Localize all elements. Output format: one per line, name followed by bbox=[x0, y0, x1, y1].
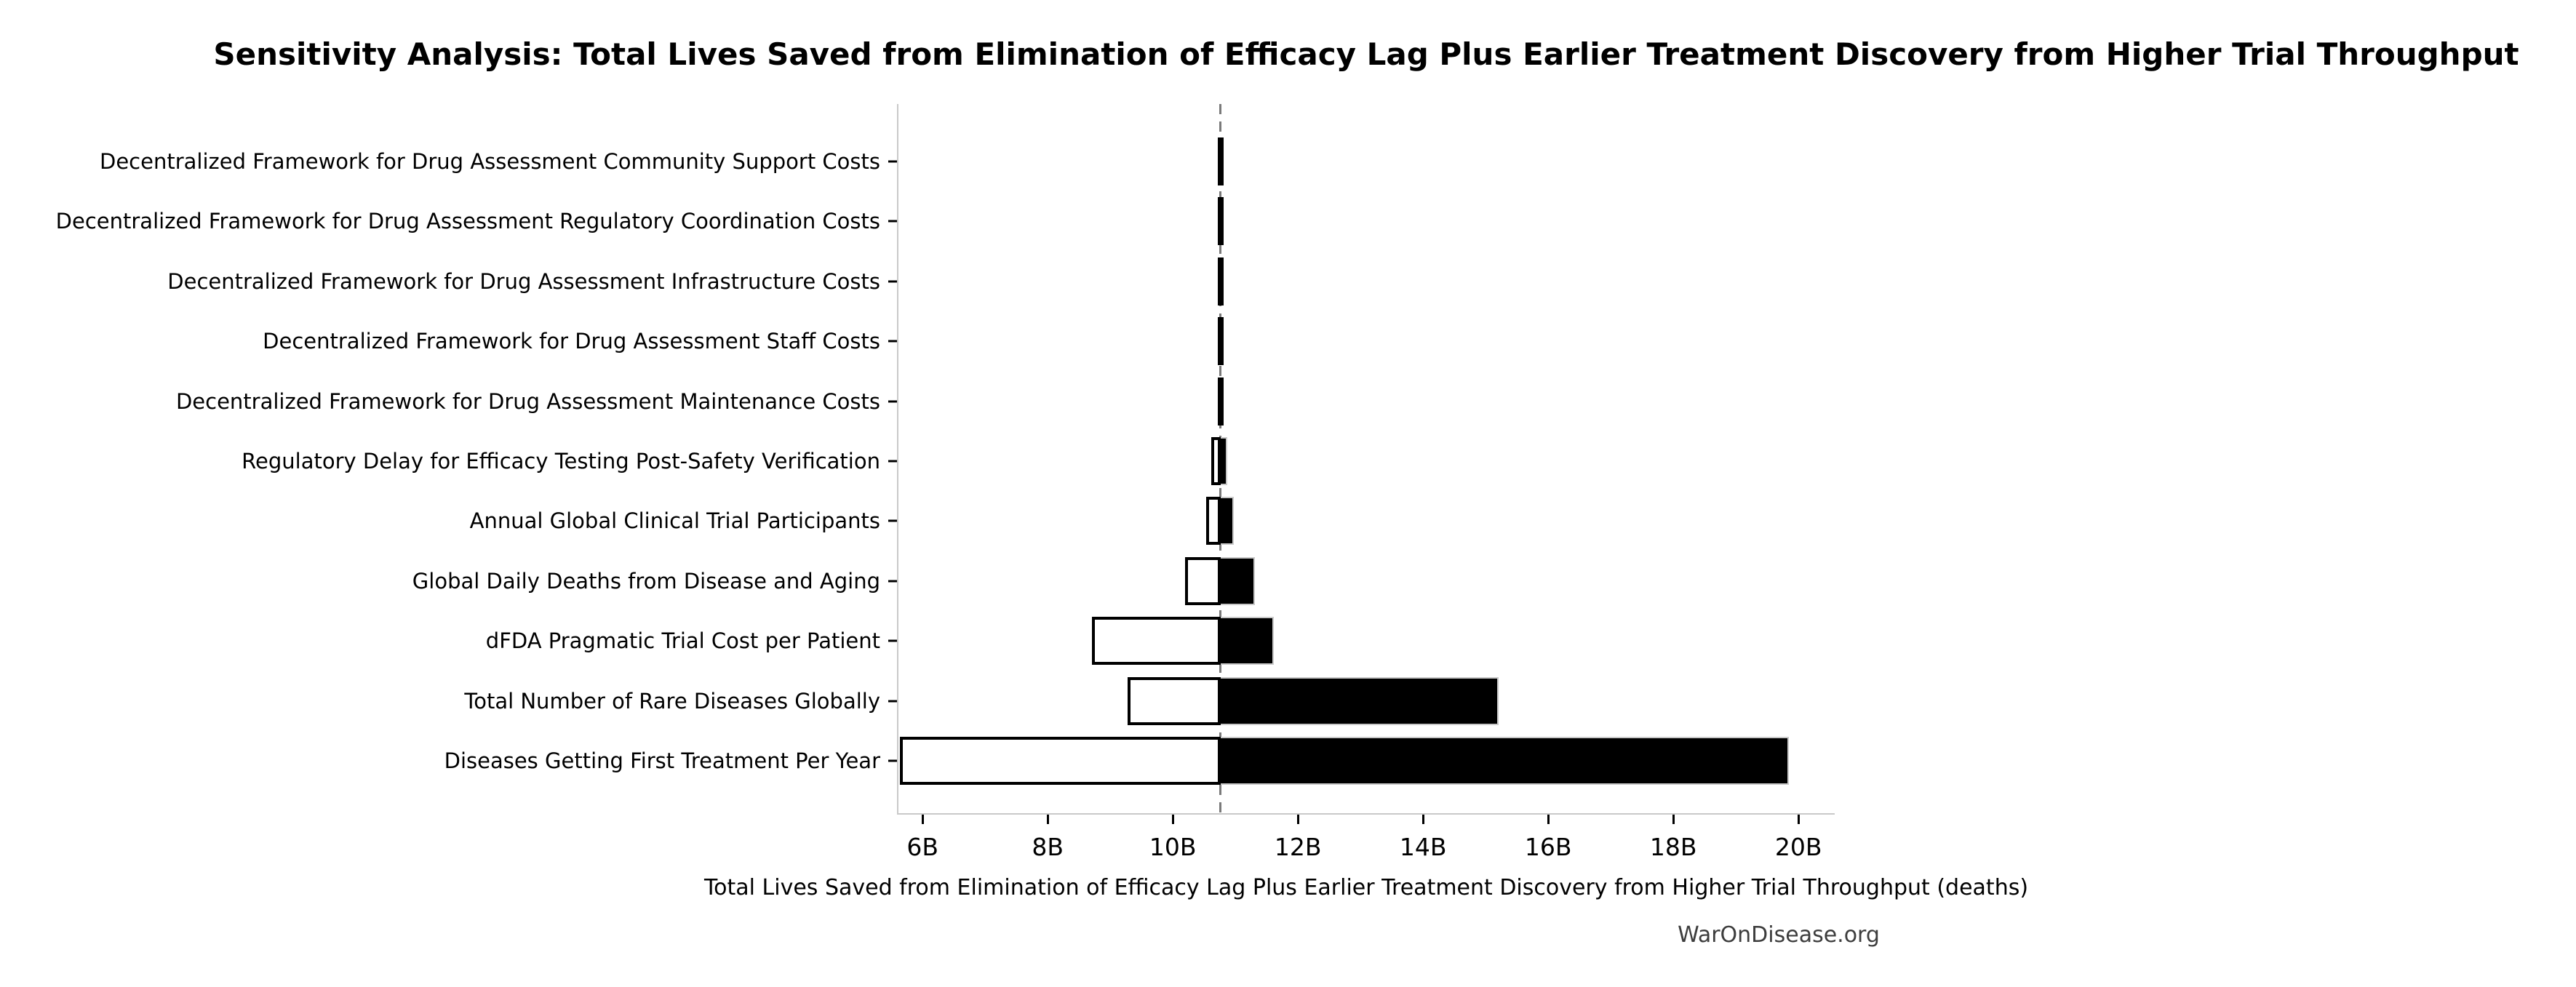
x-tick-label: 10B bbox=[1149, 833, 1197, 861]
bar-low-segment bbox=[1217, 257, 1224, 305]
category-label: Total Number of Rare Diseases Globally bbox=[464, 688, 880, 714]
x-tick-label: 18B bbox=[1649, 833, 1697, 861]
y-tick-mark bbox=[888, 700, 898, 703]
x-tick-label: 16B bbox=[1524, 833, 1572, 861]
bar-low-segment bbox=[1184, 556, 1221, 605]
bar-low-segment bbox=[1217, 317, 1224, 366]
x-axis-label: Total Lives Saved from Elimination of Ef… bbox=[703, 875, 2029, 900]
bar-low-segment bbox=[1127, 676, 1221, 725]
x-tick-label: 8B bbox=[1032, 833, 1064, 861]
y-tick-mark bbox=[888, 220, 898, 223]
x-tick-label: 20B bbox=[1774, 833, 1822, 861]
y-tick-mark bbox=[888, 519, 898, 522]
x-tick-label: 6B bbox=[906, 833, 939, 861]
x-tick-mark bbox=[1046, 815, 1049, 824]
bar-low-segment bbox=[899, 737, 1221, 785]
y-tick-mark bbox=[888, 580, 898, 583]
x-tick-mark bbox=[1797, 815, 1800, 824]
bar-low-segment bbox=[1206, 497, 1221, 546]
category-label: Decentralized Framework for Drug Assessm… bbox=[55, 209, 880, 234]
bar-low-segment bbox=[1217, 197, 1224, 246]
y-tick-mark bbox=[888, 280, 898, 283]
x-tick-mark bbox=[1296, 815, 1299, 824]
bar-low-segment bbox=[1217, 137, 1224, 185]
category-label: Decentralized Framework for Drug Assessm… bbox=[100, 149, 880, 174]
y-tick-mark bbox=[888, 759, 898, 762]
category-label: Decentralized Framework for Drug Assessm… bbox=[167, 268, 880, 294]
category-label: dFDA Pragmatic Trial Cost per Patient bbox=[485, 628, 880, 654]
x-tick-mark bbox=[1672, 815, 1675, 824]
bar-low-segment bbox=[1091, 617, 1221, 666]
bar-low-segment bbox=[1211, 437, 1221, 485]
x-tick-label: 14B bbox=[1399, 833, 1447, 861]
bar-low-segment bbox=[1217, 377, 1224, 425]
x-tick-label: 12B bbox=[1274, 833, 1322, 861]
y-tick-mark bbox=[888, 160, 898, 163]
plot-area bbox=[897, 104, 1835, 815]
x-tick-mark bbox=[1547, 815, 1550, 824]
y-tick-mark bbox=[888, 400, 898, 403]
category-label: Decentralized Framework for Drug Assessm… bbox=[263, 329, 880, 354]
category-label: Decentralized Framework for Drug Assessm… bbox=[175, 388, 880, 414]
y-tick-mark bbox=[888, 340, 898, 343]
category-label: Global Daily Deaths from Disease and Agi… bbox=[412, 568, 880, 594]
x-tick-mark bbox=[921, 815, 924, 824]
footer-brand: WarOnDisease.org bbox=[1678, 922, 1880, 948]
x-tick-mark bbox=[1421, 815, 1424, 824]
chart-title: Sensitivity Analysis: Total Lives Saved … bbox=[213, 36, 2519, 72]
y-tick-mark bbox=[888, 460, 898, 463]
y-tick-mark bbox=[888, 639, 898, 642]
category-label: Annual Global Clinical Trial Participant… bbox=[469, 508, 880, 534]
category-label: Regulatory Delay for Efficacy Testing Po… bbox=[242, 449, 880, 473]
x-tick-mark bbox=[1171, 815, 1174, 824]
category-label: Diseases Getting First Treatment Per Yea… bbox=[444, 748, 880, 773]
